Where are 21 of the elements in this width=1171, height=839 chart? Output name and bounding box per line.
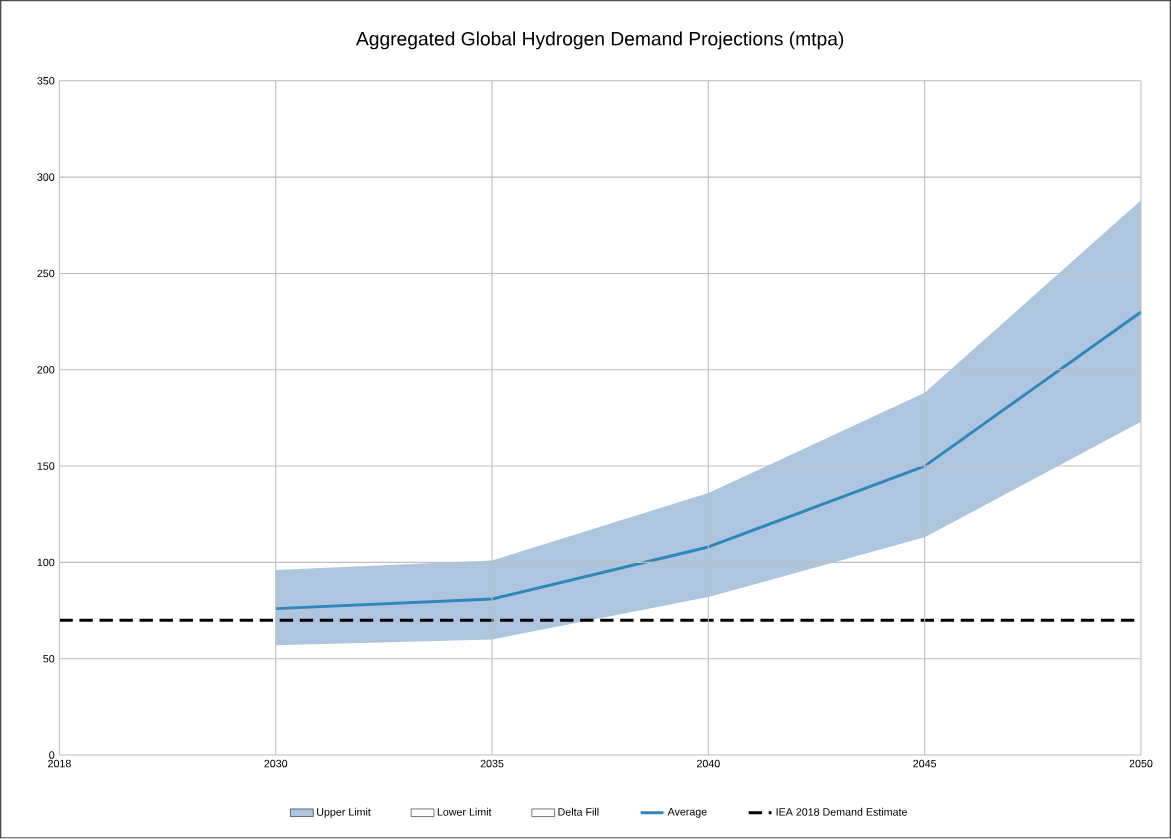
chart-title: Aggregated Global Hydrogen Demand Projections (mtpa) [356,31,844,50]
y-tick-label: 200 [37,366,55,374]
y-tick-label: 300 [37,173,55,182]
legend-label: IEA 2018 Demand Estimate [776,808,907,816]
legend-label: Lower Limit [437,808,492,816]
y-tick-label: 350 [37,77,55,85]
x-tick-label: 2040 [697,760,720,768]
x-tick-label: 2050 [1129,760,1153,768]
x-tick-label: 2030 [264,760,288,768]
legend-label: Average [667,808,707,818]
y-tick-label: 250 [37,269,55,278]
x-tick-label: 2018 [48,760,71,768]
legend-label: Delta Fill [558,808,599,816]
x-tick-label: 2035 [480,760,504,768]
line-series [274,310,1143,611]
y-tick-label: 0 [49,751,55,760]
y-tick-label: 150 [37,462,55,471]
y-tick-label: 50 [43,655,55,663]
y-tick-label: 100 [37,558,55,567]
x-tick-label: 2045 [913,760,937,768]
legend-label: Upper Limit [317,808,371,819]
